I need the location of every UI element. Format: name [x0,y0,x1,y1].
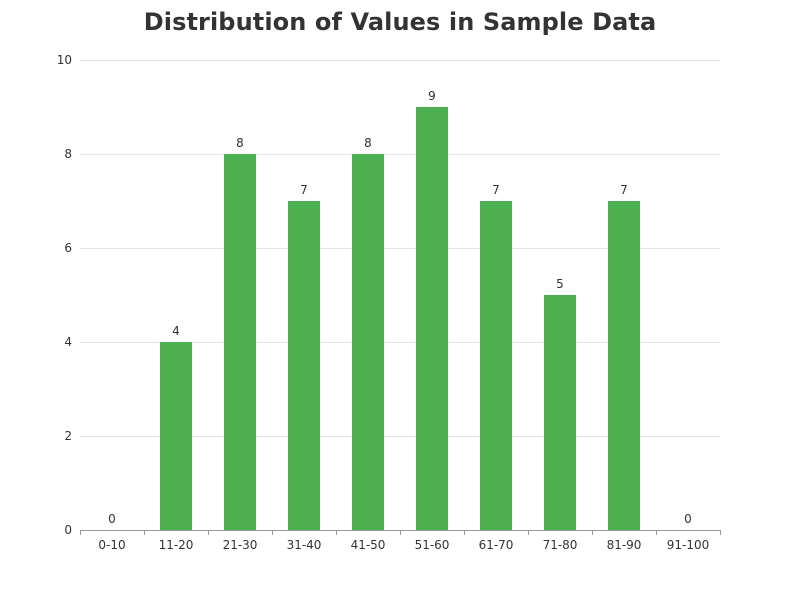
x-tick-label: 0-10 [98,538,125,552]
bar [544,295,576,530]
bar-value-label: 7 [492,183,500,197]
bars [160,107,640,530]
bar-value-label: 0 [108,512,116,526]
bar-value-label: 4 [172,324,180,338]
bar [224,154,256,530]
y-tick-label: 8 [64,147,72,161]
x-tick-label: 91-100 [667,538,710,552]
bar-value-label: 7 [300,183,308,197]
x-tick-label: 31-40 [287,538,322,552]
bar-value-label: 0 [684,512,692,526]
bar-value-label: 7 [620,183,628,197]
x-tick-label: 21-30 [223,538,258,552]
x-tick-label: 61-70 [479,538,514,552]
bar [160,342,192,530]
x-tick-label: 11-20 [159,538,194,552]
bar-value-label: 5 [556,277,564,291]
y-tick-label: 0 [64,523,72,537]
labels: 0 2 4 6 8 10 0 0-10 4 11-20 8 21-30 7 31-40 8 41-50 9 51-… [57,53,710,552]
x-tick-label: 51-60 [415,538,450,552]
bar [352,154,384,530]
y-tick-label: 10 [57,53,72,67]
bar-value-label: 8 [364,136,372,150]
bar [416,107,448,530]
bar-value-label: 9 [428,89,436,103]
chart-title: Distribution of Values in Sample Data [143,8,657,36]
x-tick-label: 71-80 [543,538,578,552]
y-tick-label: 6 [64,241,72,255]
bar [608,201,640,530]
y-tick-label: 4 [64,335,72,349]
bar [480,201,512,530]
axes [80,530,721,535]
y-tick-label: 2 [64,429,72,443]
x-tick-label: 41-50 [351,538,386,552]
x-tick-label: 81-90 [607,538,642,552]
bar-value-label: 8 [236,136,244,150]
bar [288,201,320,530]
